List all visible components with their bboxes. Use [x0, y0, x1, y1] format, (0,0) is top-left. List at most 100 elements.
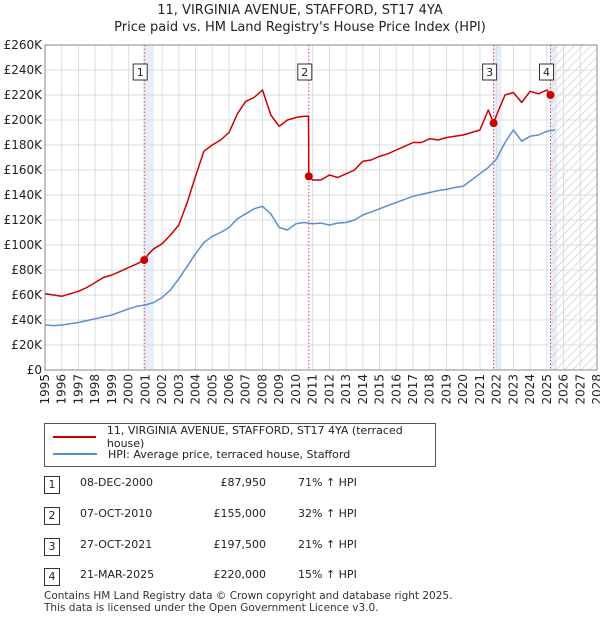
x-tick-label: 2006	[222, 374, 236, 405]
sale-hpi-change: 21% ↑ HPI	[298, 538, 357, 551]
y-tick-label: £140K	[4, 188, 44, 202]
series-line-hpi	[44, 129, 556, 327]
sale-point	[140, 256, 149, 265]
x-tick-label: 2019	[439, 374, 453, 405]
x-tick-label: 2002	[155, 374, 169, 405]
legend-label-property: 11, VIRGINIA AVENUE, STAFFORD, ST17 4YA …	[106, 424, 403, 450]
sale-number-label: 3	[486, 66, 493, 79]
x-tick-label: 2016	[389, 374, 403, 405]
plot-frame	[44, 44, 598, 371]
y-tick-label: £40K	[11, 313, 43, 327]
legend-item-hpi: HPI: Average price, terraced house, Staf…	[53, 446, 350, 462]
sale-date: 07-OCT-2010	[80, 507, 153, 520]
y-tick-label: £260K	[4, 38, 44, 52]
sale-hpi-change: 32% ↑ HPI	[298, 507, 357, 520]
sale-number: 3	[44, 538, 60, 556]
sale-point	[546, 91, 555, 99]
chart-title-line2: Price paid vs. HM Land Registry's House …	[114, 20, 486, 35]
sale-row: 1 08-DEC-2000 £87,950 71% ↑ HPI	[44, 474, 444, 494]
footer-license: This data is licensed under the Open Gov…	[44, 602, 379, 614]
y-tick-label: £200K	[4, 113, 44, 127]
x-tick-label: 2020	[456, 374, 470, 405]
y-tick-label: £60K	[11, 288, 43, 302]
sale-hpi-change: 71% ↑ HPI	[298, 476, 357, 489]
sale-marker-lines	[143, 45, 551, 370]
x-tick-label: 2026	[557, 374, 571, 405]
x-tick-label: 2025	[540, 374, 554, 405]
x-tick-label: 2000	[122, 374, 136, 405]
sale-number-label: 4	[543, 66, 550, 79]
x-tick-label: 2018	[423, 374, 437, 405]
sale-price: £197,500	[213, 538, 267, 551]
x-tick-label: 2005	[205, 374, 219, 405]
series-lines	[44, 89, 556, 327]
x-tick-label: 2011	[306, 374, 320, 405]
sale-row: 3 27-OCT-2021 £197,500 21% ↑ HPI	[44, 536, 444, 556]
x-tick-label: 2008	[255, 374, 269, 405]
y-tick-label: £20K	[11, 338, 43, 352]
legend-line-property	[53, 436, 96, 438]
x-tick-label: 2004	[189, 374, 203, 405]
chart-title: 11, VIRGINIA AVENUE, STAFFORD, ST17 4YA …	[0, 2, 600, 36]
sale-date: 21-MAR-2025	[80, 568, 155, 581]
x-tick-label: 2021	[473, 374, 487, 405]
x-tick-label: 2013	[339, 374, 353, 405]
sale-number-box	[297, 63, 313, 81]
legend-item-property: 11, VIRGINIA AVENUE, STAFFORD, ST17 4YA …	[53, 424, 435, 450]
sale-number-label: 1	[137, 66, 144, 79]
sale-hpi-change: 15% ↑ HPI	[298, 568, 357, 581]
sale-row: 2 07-OCT-2010 £155,000 32% ↑ HPI	[44, 505, 444, 525]
x-tick-label: 2023	[506, 374, 520, 405]
x-tick-label: 1999	[105, 374, 119, 405]
sale-number-box	[132, 63, 148, 81]
x-tick-label: 1995	[38, 374, 52, 405]
sale-price: £87,950	[220, 476, 267, 489]
sale-date: 08-DEC-2000	[80, 476, 154, 489]
legend-label-hpi: HPI: Average price, terraced house, Staf…	[108, 447, 351, 461]
y-axis: £0 £20K £40K £60K £80K £100K £120K £140K £160K £1…	[4, 38, 44, 377]
forecast-hatch	[551, 45, 597, 370]
footer: Contains HM Land Registry data © Crown c…	[44, 590, 452, 614]
sale-points	[140, 91, 555, 265]
sale-price: £220,000	[213, 568, 267, 581]
y-tick-label: £220K	[4, 88, 44, 102]
x-tick-label: 2028	[590, 374, 600, 405]
y-tick-label: £80K	[11, 263, 43, 277]
x-tick-label: 2001	[138, 374, 152, 405]
legend: 11, VIRGINIA AVENUE, STAFFORD, ST17 4YA …	[44, 423, 436, 467]
sale-point	[489, 119, 498, 128]
y-tick-label: £180K	[4, 138, 44, 152]
sale-number: 2	[44, 507, 60, 525]
x-tick-label: 2010	[289, 374, 303, 405]
x-tick-label: 2012	[322, 374, 336, 405]
x-tick-label: 2007	[239, 374, 253, 405]
x-tick-label: 2014	[356, 374, 370, 405]
sale-price: £155,000	[213, 507, 267, 520]
sale-band	[493, 45, 502, 370]
x-axis: 1995 1996 1997 1998 1999 2000 2001 2002 2003 2004…	[38, 374, 600, 405]
y-tick-label: £120K	[4, 213, 44, 227]
y-tick-label: £0	[27, 363, 42, 377]
sale-number: 4	[44, 568, 60, 586]
sale-number-box	[538, 63, 554, 81]
x-tick-label: 2003	[172, 374, 186, 405]
sale-number-label: 2	[301, 66, 308, 79]
sale-point	[304, 172, 313, 181]
x-tick-label: 2024	[523, 374, 537, 405]
x-tick-label: 2015	[373, 374, 387, 405]
forecast-area	[551, 45, 597, 370]
x-tick-label: 2027	[573, 374, 587, 405]
y-tick-label: £100K	[4, 238, 44, 252]
y-tick-label: £240K	[4, 63, 44, 77]
sale-bands	[144, 45, 557, 370]
x-tick-label: 2017	[406, 374, 420, 405]
x-tick-label: 1997	[71, 374, 85, 405]
sale-number: 1	[44, 476, 60, 494]
y-tick-label: £160K	[4, 163, 44, 177]
sale-band	[144, 45, 154, 370]
sale-date: 27-OCT-2021	[80, 538, 153, 551]
sale-row: 4 21-MAR-2025 £220,000 15% ↑ HPI	[44, 566, 444, 586]
x-tick-label: 1998	[88, 374, 102, 405]
sale-number-boxes: 1 2 3 4	[132, 63, 554, 81]
